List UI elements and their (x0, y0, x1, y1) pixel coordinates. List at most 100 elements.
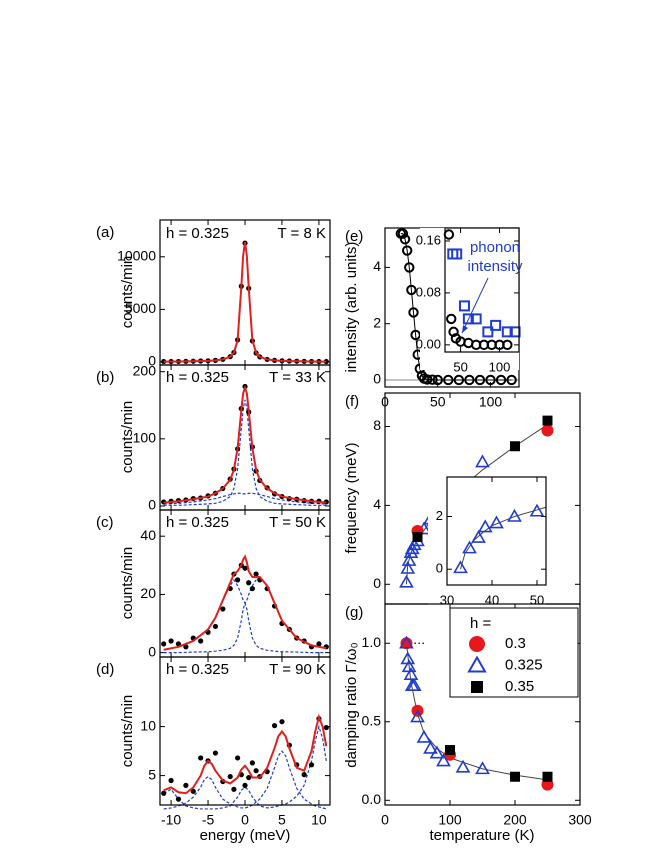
y-tick-label: 5000 (125, 300, 156, 316)
data-point (443, 374, 454, 386)
y-tick-label: 1.0 (362, 634, 382, 650)
data-point (495, 374, 507, 386)
plot-frame (446, 476, 547, 586)
annotation-arrow (461, 277, 489, 334)
data-point (183, 782, 189, 788)
data-point (410, 329, 421, 341)
legend-marker (467, 655, 487, 673)
arrow-head (462, 325, 468, 333)
data-point (470, 313, 482, 325)
data-point (542, 415, 553, 426)
data-point (541, 424, 554, 437)
panel-label: (e) (345, 228, 363, 245)
data-point (323, 358, 329, 365)
x-tick-label: 100 (479, 394, 503, 410)
y-tick-label: 0 (148, 353, 156, 369)
x-tick-label: 50 (453, 359, 467, 374)
y-tick-label: 0.0 (362, 791, 382, 807)
y-tick-label: 0.16 (416, 232, 441, 247)
data-point (400, 637, 413, 650)
data-point (453, 560, 468, 574)
legend-label: 0.325 (505, 656, 543, 673)
x-axis-label: temperature (K) (429, 827, 534, 844)
series-line (163, 399, 327, 506)
annotation: phonon (470, 239, 520, 256)
data-point (482, 326, 494, 338)
data-point (161, 358, 167, 365)
data-point (301, 772, 307, 778)
plot-frame (159, 509, 331, 658)
data-point (401, 553, 417, 566)
y-tick-label: 10 (140, 717, 156, 733)
data-point (510, 771, 520, 782)
annotation: h = 0.325 (166, 661, 229, 678)
y-tick-label: 0 (148, 497, 156, 513)
data-point (462, 313, 474, 325)
data-point (253, 768, 259, 774)
annotation: h = 0.325 (166, 369, 229, 386)
data-point (246, 774, 252, 781)
y-tick-label: 0 (373, 371, 381, 387)
data-point (161, 790, 167, 796)
data-point (455, 759, 471, 773)
y-tick-label: 200 (133, 362, 157, 378)
data-point (212, 623, 219, 630)
series-line (163, 724, 327, 810)
plot-frame (384, 603, 581, 806)
data-point (403, 545, 419, 559)
panel-label: (g) (345, 604, 363, 621)
x-tick-label: 300 (568, 812, 592, 828)
data-point (502, 339, 513, 351)
data-point (404, 262, 415, 273)
x-tick-label: 30 (440, 592, 454, 607)
data-point (416, 729, 432, 743)
inset-background (428, 477, 546, 605)
plot-frame (444, 227, 520, 353)
data-point (397, 228, 409, 239)
annotation: T = 33 K (269, 369, 326, 386)
series-line (163, 241, 327, 363)
data-point (175, 641, 182, 647)
data-point (190, 788, 196, 794)
data-point (475, 761, 490, 775)
data-point (249, 585, 255, 592)
data-point (399, 635, 414, 649)
x-tick-label: 40 (485, 592, 499, 607)
data-point (429, 745, 445, 759)
data-point (542, 771, 553, 782)
data-point (253, 571, 259, 577)
data-point (490, 319, 502, 331)
data-point (408, 307, 419, 318)
y-axis-label: counts/min (119, 256, 136, 329)
x-tick-label: 200 (503, 812, 527, 828)
data-point (231, 786, 237, 792)
y-tick-label: 5 (148, 766, 156, 782)
y-tick-label: 0 (436, 561, 443, 576)
y-tick-label: 0.5 (362, 712, 382, 728)
data-point (406, 678, 422, 691)
legend-label: 0.3 (505, 635, 526, 652)
y-axis-label: counts/min (119, 401, 136, 474)
data-point (489, 515, 504, 529)
data-point (471, 529, 486, 543)
data-point (510, 441, 520, 452)
data-point (448, 326, 459, 338)
x-tick-label: 100 (489, 359, 511, 374)
data-point (475, 454, 490, 468)
y-tick-label: 10000 (117, 248, 156, 264)
y-axis-label: intensity (arb. units) (343, 242, 360, 373)
data-point (406, 284, 417, 296)
plot-frame (159, 656, 331, 806)
data-point (161, 641, 167, 647)
data-point (175, 796, 182, 802)
data-point (451, 248, 463, 260)
data-point (474, 374, 486, 386)
y-tick-label: 40 (140, 527, 156, 543)
x-tick-label: 0 (241, 812, 249, 828)
data-point (168, 777, 174, 784)
data-point (168, 638, 174, 644)
data-point (235, 577, 241, 583)
y-tick-label: 0.08 (416, 284, 441, 299)
data-point (242, 782, 248, 788)
